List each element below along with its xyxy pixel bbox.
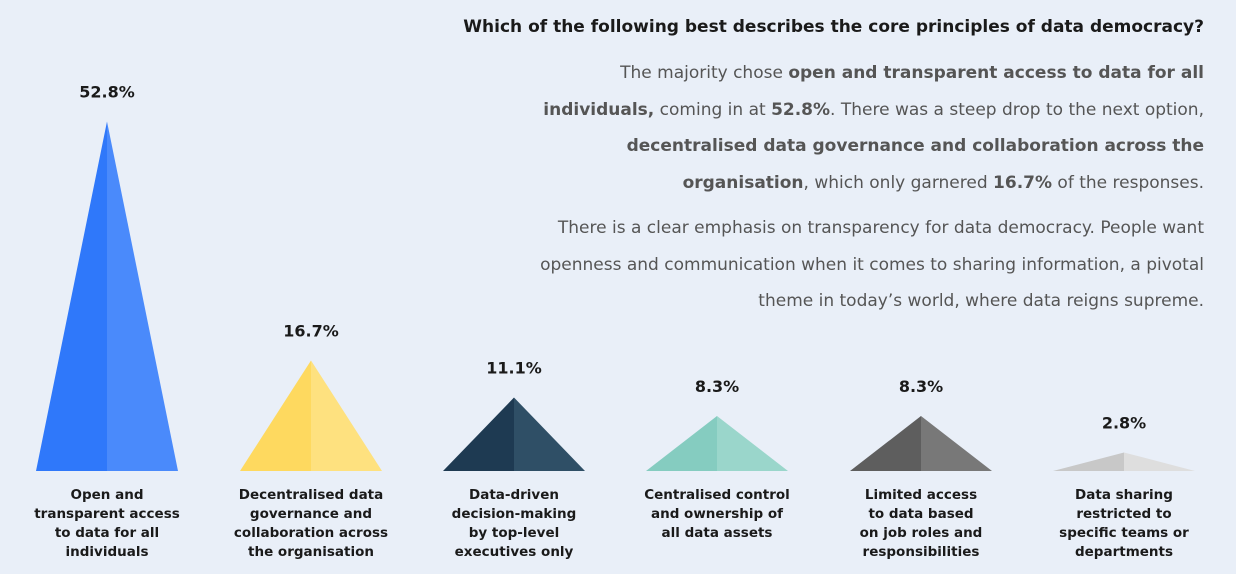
category-label-5: Limited access to data based on job roles … (836, 486, 1006, 562)
category-label-line: by top-level (468, 525, 560, 541)
category-label-line: and ownership of (650, 506, 784, 522)
category-label-line: Open and (70, 487, 144, 503)
category-label-line: to data for all (54, 525, 160, 541)
category-label-1: Open and transparent access to data for al… (22, 486, 192, 562)
triangle-bar-right-3 (514, 397, 585, 471)
category-label-line: the organisation (248, 544, 374, 560)
category-label-line: responsibilities (862, 544, 980, 560)
category-label-line: decision-making (451, 506, 577, 522)
category-label-line: Decentralised data (238, 487, 384, 503)
summary-bold-2: 52.8% (771, 99, 831, 120)
category-label-line: Centralised control (644, 487, 790, 503)
triangle-bar-right-6 (1124, 452, 1195, 471)
triangle-bar-right-5 (921, 416, 992, 471)
summary-paragraph: The majority chose open and transparent … (514, 55, 1204, 201)
category-label-line: Limited access (864, 487, 978, 503)
category-label-line: departments (1074, 544, 1174, 560)
value-label-5: 8.3% (899, 377, 943, 396)
value-label-1: 52.8% (79, 82, 135, 101)
insight-paragraph: There is a clear emphasis on transparenc… (540, 218, 1204, 311)
question-title: Which of the following best describes th… (463, 17, 1204, 37)
category-label-3: Data-driven decision-making by top-level ex… (429, 486, 599, 562)
triangle-bar-left-4 (646, 416, 717, 471)
summary-text-5: of the responses. (1052, 172, 1204, 193)
triangle-bar-left-1 (36, 121, 107, 472)
triangle-bar-left-6 (1053, 452, 1124, 471)
category-label-line: collaboration across (233, 525, 389, 541)
category-label-line: executives only (454, 544, 574, 560)
category-label-line: specific teams or (1059, 525, 1189, 541)
category-label-line: all data assets (661, 525, 773, 541)
value-label-2: 16.7% (283, 321, 339, 340)
triangle-bar-right-1 (107, 121, 178, 472)
category-label-2: Decentralised data governance and collabor… (226, 486, 396, 562)
triangle-bar-left-3 (443, 397, 514, 471)
triangle-bar-left-5 (850, 416, 921, 471)
value-label-4: 8.3% (695, 377, 739, 396)
triangle-bar-right-2 (311, 360, 382, 471)
category-label-line: transparent access (34, 506, 180, 522)
summary-bold-4: 16.7% (993, 172, 1053, 193)
summary-bold-3: decentralised data governance and collab… (626, 136, 1204, 193)
summary-text-2: coming in at (654, 99, 772, 120)
category-label-line: individuals (65, 544, 149, 560)
category-label-line: to data based (868, 506, 974, 522)
summary-bold-1: open and transparent access to data for … (543, 63, 1204, 120)
triangle-bar-left-2 (240, 360, 311, 471)
value-label-3: 11.1% (486, 359, 542, 378)
category-label-line: Data-driven (469, 487, 559, 503)
category-label-line: restricted to (1076, 506, 1172, 522)
summary-text-1: The majority chose (620, 63, 789, 83)
triangle-bar-right-4 (717, 416, 788, 471)
category-label-line: governance and (249, 506, 373, 522)
category-label-4: Centralised control and ownership of all d… (632, 486, 802, 543)
category-label-6: Data sharing restricted to specific teams … (1039, 486, 1209, 562)
summary-text-3: . There was a steep drop to the next opt… (830, 99, 1204, 120)
value-label-6: 2.8% (1102, 413, 1146, 432)
category-label-line: on job roles and (859, 525, 983, 541)
category-label-line: Data sharing (1075, 487, 1173, 503)
summary-text-4: , which only garnered (803, 172, 994, 193)
